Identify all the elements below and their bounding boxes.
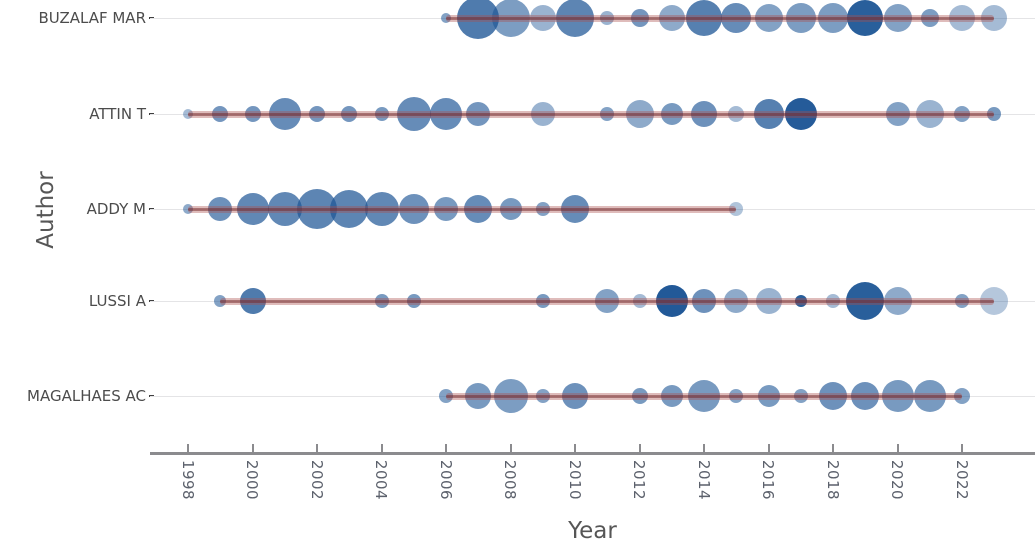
x-tick-mark xyxy=(767,444,770,452)
x-tick-label: 2008 xyxy=(489,457,533,503)
y-tick-label: BUZALAF MAR xyxy=(38,9,146,27)
x-tick-mark xyxy=(445,444,447,452)
x-tick-mark xyxy=(574,444,576,452)
x-tick-label-text: 2008 xyxy=(501,459,520,501)
x-tick-label-text: 2014 xyxy=(695,459,713,501)
trend-line-core xyxy=(188,112,995,116)
x-tick-label: 2004 xyxy=(360,457,404,503)
x-tick-label-text: 2002 xyxy=(308,459,326,501)
x-tick-mark xyxy=(316,444,318,452)
x-tick-mark xyxy=(187,444,189,452)
x-tick-label: 2012 xyxy=(618,457,662,503)
x-tick-label-text: 1998 xyxy=(179,459,197,501)
x-tick-label-text: 2000 xyxy=(243,459,262,501)
x-tick-label-text: 2010 xyxy=(566,459,584,501)
x-tick-label-text: 2012 xyxy=(630,459,649,501)
plot-area xyxy=(150,0,1035,455)
x-tick-label: 2010 xyxy=(553,457,597,503)
x-tick-mark xyxy=(509,444,512,452)
x-tick-label-text: 2006 xyxy=(437,459,455,501)
x-tick-mark xyxy=(961,444,963,452)
x-tick-mark xyxy=(703,444,705,452)
x-tick-label: 1998 xyxy=(166,457,210,503)
data-point-bubble xyxy=(729,202,744,216)
x-tick-label-text: 2020 xyxy=(888,459,907,501)
trend-line-core xyxy=(446,394,962,398)
y-tick-label: ATTIN T xyxy=(89,105,146,123)
x-tick-label: 2016 xyxy=(747,457,791,503)
y-axis-title: Author xyxy=(33,171,59,249)
trend-line-core xyxy=(188,207,737,211)
x-tick-label-text: 2004 xyxy=(372,459,391,501)
x-tick-label: 2018 xyxy=(811,457,855,503)
x-tick-label: 2014 xyxy=(682,457,726,503)
x-tick-mark xyxy=(380,444,383,452)
x-tick-label-text: 2018 xyxy=(824,459,842,501)
x-axis-line xyxy=(150,452,1035,455)
x-tick-mark xyxy=(638,444,641,452)
x-tick-label: 2022 xyxy=(940,457,984,503)
x-tick-mark xyxy=(251,444,254,452)
x-tick-mark xyxy=(896,444,899,452)
y-tick-label: LUSSI A xyxy=(88,292,146,310)
x-axis-title: Year xyxy=(568,518,617,544)
data-point-bubble xyxy=(954,388,970,404)
x-tick-label: 2002 xyxy=(295,457,339,503)
y-tick-label: ADDY M xyxy=(86,200,146,218)
x-tick-label-text: 2022 xyxy=(953,459,971,501)
x-tick-mark xyxy=(832,444,834,452)
x-tick-label-text: 2016 xyxy=(759,459,778,501)
x-tick-label: 2000 xyxy=(231,457,275,503)
data-point-bubble xyxy=(987,107,1002,121)
x-tick-label: 2006 xyxy=(424,457,468,503)
trend-line-core xyxy=(220,299,995,303)
trend-line-core xyxy=(446,16,995,20)
x-tick-label: 2020 xyxy=(876,457,920,503)
y-tick-label: MAGALHAES AC xyxy=(27,387,146,405)
